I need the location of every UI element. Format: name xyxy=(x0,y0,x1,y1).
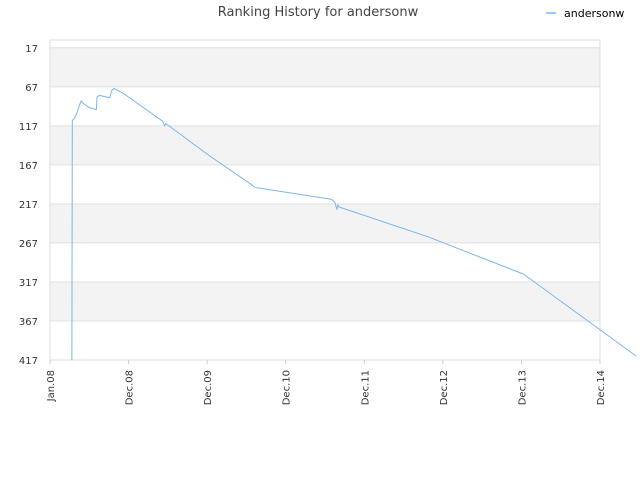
plot-border xyxy=(49,39,601,361)
x-tick-label: Dec.11 xyxy=(360,370,371,405)
series-line xyxy=(71,87,637,361)
plot-band xyxy=(50,40,600,48)
x-tick-label: Jan.08 xyxy=(46,370,57,402)
y-tick-label: 17 xyxy=(25,44,38,55)
y-tick-label: 167 xyxy=(19,161,38,172)
plot-band xyxy=(50,203,600,243)
x-tick-label: Dec.12 xyxy=(439,370,450,405)
y-tick-label: 117 xyxy=(19,122,38,133)
x-tick-label: Dec.09 xyxy=(203,370,214,405)
series-lines xyxy=(71,87,637,361)
y-tick-label: 417 xyxy=(19,356,38,367)
y-tick-label: 267 xyxy=(19,239,38,250)
plot-band xyxy=(50,125,600,165)
y-tick-label: 367 xyxy=(19,317,38,328)
y-tick-label: 217 xyxy=(19,200,38,211)
plot-bands xyxy=(50,40,600,321)
x-tick-label: Dec.14 xyxy=(596,370,607,405)
plot-band xyxy=(50,281,600,321)
y-axis-ticks: 17 67 117 167 217 267 317 367 417 xyxy=(19,44,38,367)
plot-band xyxy=(50,47,600,87)
chart-title: Ranking History for andersonw xyxy=(218,5,419,20)
y-tick-label: 67 xyxy=(25,83,38,94)
legend: andersonw xyxy=(546,7,624,20)
x-axis-ticks: Jan.08 Dec.08 Dec.09 Dec.10 Dec.11 Dec.12 Dec.… xyxy=(46,360,607,405)
x-tick-label: Dec.13 xyxy=(517,370,528,405)
legend-label: andersonw xyxy=(564,7,624,20)
y-tick-label: 317 xyxy=(19,278,38,289)
x-tick-label: Dec.08 xyxy=(125,370,136,405)
x-tick-label: Dec.10 xyxy=(282,370,293,405)
